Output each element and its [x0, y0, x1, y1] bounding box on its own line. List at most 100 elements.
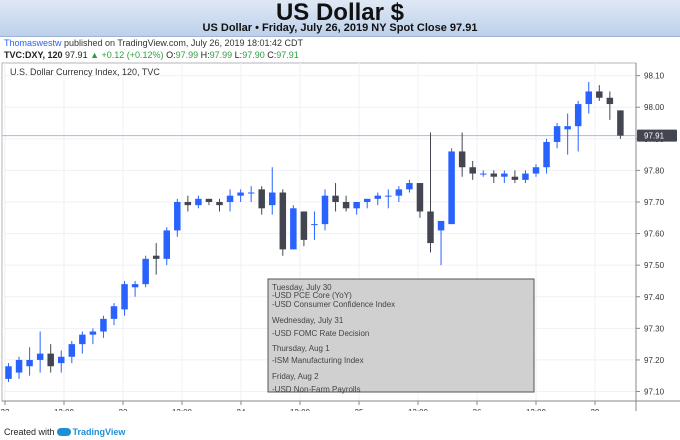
last-price: 97.91 — [65, 50, 88, 60]
x-tick-label: 12:00 — [526, 408, 547, 411]
annotation-line: Tuesday, July 30 — [272, 283, 332, 292]
annotation-line: -USD PCE Core (YoY) — [272, 291, 352, 300]
candle-body — [363, 198, 371, 202]
candle-body — [458, 151, 466, 168]
candle-body — [152, 255, 160, 259]
chart-area[interactable]: 98.1098.0097.9097.8097.7097.6097.5097.40… — [0, 61, 680, 417]
x-tick-label: 23 — [119, 408, 128, 411]
chart-title: US Dollar $ — [275, 0, 405, 26]
candle-body — [247, 192, 255, 194]
candlestick-chart[interactable]: 98.1098.0097.9097.8097.7097.6097.5097.40… — [0, 61, 680, 417]
y-tick-label: 97.20 — [644, 356, 665, 365]
annotation-line: Friday, Aug 2 — [272, 372, 319, 381]
series-title: U.S. Dollar Currency Index, 120, TVC — [10, 67, 160, 77]
candle-body — [100, 318, 107, 332]
current-price-tag — [637, 129, 677, 142]
candle-body — [47, 353, 54, 367]
x-tick-label: 29 — [591, 408, 600, 411]
candle-body — [332, 195, 339, 202]
x-tick-label: 12:00 — [172, 408, 193, 411]
candle-body — [174, 201, 181, 231]
candle-body — [321, 195, 329, 225]
candle-body — [110, 306, 118, 319]
publish-text: published on TradingView.com, July 26, 2… — [61, 38, 303, 48]
candle-body — [68, 344, 76, 357]
y-tick-label: 97.10 — [644, 388, 665, 397]
candle-body — [121, 284, 128, 310]
events-annotation-box — [267, 278, 535, 393]
high-value: 97.99 — [209, 50, 233, 60]
candle-body — [300, 211, 308, 240]
y-tick-label: 98.00 — [644, 103, 665, 112]
candle-body — [511, 176, 519, 180]
close-value: 97.91 — [276, 50, 299, 60]
chart-header: US Dollar $ US Dollar • Friday, July 26,… — [0, 0, 680, 37]
candle-body — [131, 284, 139, 288]
footer-prefix: Created with — [4, 427, 55, 437]
candle-body — [311, 224, 318, 226]
candle-body — [15, 359, 23, 373]
high-label: H: — [200, 50, 210, 60]
candle-body — [89, 331, 97, 335]
candle-body — [469, 167, 476, 174]
footer-brand[interactable]: TradingView — [72, 427, 126, 437]
candle-body — [395, 189, 403, 196]
annotation-line: -ISM Manufacturing Index — [272, 356, 364, 365]
candle-body — [58, 356, 65, 364]
candle-body — [522, 173, 529, 180]
y-tick-label: 97.30 — [644, 324, 665, 333]
x-tick-label: 22 — [1, 408, 10, 411]
candle-body — [385, 195, 392, 197]
candle-body — [427, 211, 434, 244]
candle-body — [216, 201, 223, 206]
candle-body — [142, 258, 149, 285]
candle-body — [5, 366, 12, 379]
candle-body — [290, 208, 297, 250]
candle-body — [596, 91, 603, 98]
annotation-line: Wednesday, July 31 — [272, 316, 344, 325]
candle-body — [543, 141, 550, 168]
low-label: L: — [234, 50, 243, 60]
price-change: ▲ +0.12 (+0.12%) — [90, 50, 164, 60]
candle-body — [553, 126, 561, 142]
candle-body — [184, 201, 192, 206]
candle-body — [342, 201, 350, 209]
annotation-line: Thursday, Aug 1 — [272, 344, 330, 353]
candle-body — [36, 353, 44, 360]
candle-body — [226, 195, 234, 202]
candle-body — [617, 110, 624, 136]
candle-body — [490, 173, 498, 177]
footer: Created with TradingView — [4, 427, 125, 437]
candle-body — [501, 173, 508, 177]
close-label: C: — [267, 50, 277, 60]
open-value: 97.99 — [175, 50, 199, 60]
candle-body — [205, 198, 213, 202]
open-label: O: — [166, 50, 176, 60]
chart-subtitle: US Dollar • Friday, July 26, 2019 NY Spo… — [202, 22, 478, 34]
candle-body — [448, 151, 455, 225]
candle-body — [279, 192, 287, 250]
current-price-label: 97.91 — [644, 132, 665, 141]
ohlc-legend: TVC:DXY, 120 97.91 ▲ +0.12 (+0.12%) O:97… — [4, 50, 299, 60]
candle-body — [163, 230, 170, 259]
x-tick-label: 24 — [237, 408, 246, 411]
y-tick-label: 97.80 — [644, 166, 665, 175]
annotation-line: -USD FOMC Rate Decision — [272, 329, 369, 338]
author-link[interactable]: Thomaswestw — [4, 38, 62, 48]
y-tick-label: 97.50 — [644, 261, 665, 270]
tradingview-logo-icon — [56, 428, 71, 437]
candle-body — [258, 189, 265, 209]
candle-body — [26, 359, 33, 367]
candle-body — [195, 198, 202, 206]
candle-body — [374, 195, 381, 199]
candle-body — [564, 126, 571, 130]
candle-body — [585, 91, 592, 105]
candle-body — [79, 334, 86, 345]
candle-body — [574, 104, 582, 127]
x-tick-label: 12:00 — [290, 408, 311, 411]
symbol-label[interactable]: TVC:DXY, 120 — [4, 50, 63, 60]
x-tick-label: 12:00 — [54, 408, 75, 411]
candle-body — [406, 183, 413, 190]
low-value: 97.90 — [242, 50, 265, 60]
x-tick-label: 25 — [355, 408, 364, 411]
